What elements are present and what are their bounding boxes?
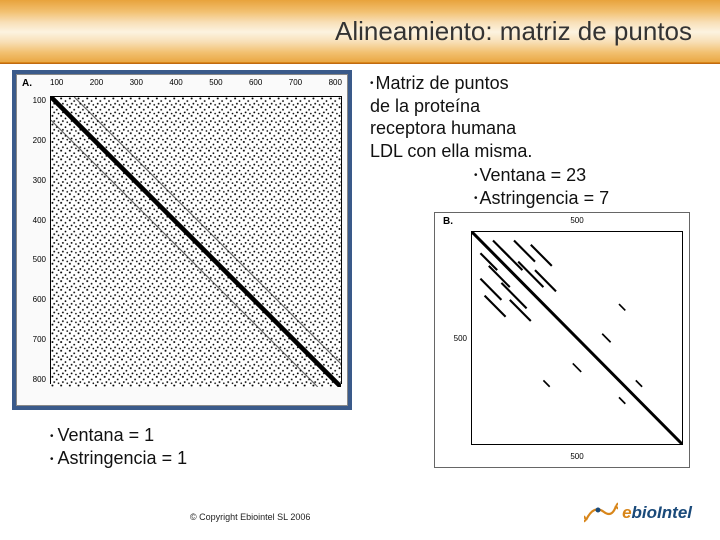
param-text: Astringencia = 1 (58, 448, 188, 468)
tick: 200 (33, 136, 46, 145)
tick: 500 (33, 255, 46, 264)
bullet-icon: • (370, 78, 374, 89)
plot-right-axis-top: 500 (471, 216, 683, 225)
tick: 500 (570, 216, 583, 225)
param-row: • Astringencia = 1 (50, 447, 187, 470)
header-band: Alineamiento: matriz de puntos (0, 0, 720, 64)
description-block: •Matriz de puntos de la proteína recepto… (370, 72, 700, 209)
desc-sub-row: •Astringencia = 7 (474, 187, 700, 210)
desc-sublist: •Ventana = 23 •Astringencia = 7 (474, 164, 700, 209)
tick: 700 (289, 78, 302, 87)
tick: 100 (33, 96, 46, 105)
desc-line: receptora humana (370, 117, 700, 140)
tick: 300 (130, 78, 143, 87)
tick: 600 (33, 295, 46, 304)
dotplot-left: A. 100 200 300 400 500 600 700 800 100 2… (12, 70, 352, 410)
logo-text: ebioIntel (622, 503, 692, 523)
logo-swoosh-icon (584, 500, 618, 526)
plot-right-axis-bottom: 500 (471, 452, 683, 461)
desc-sub-row: •Ventana = 23 (474, 164, 700, 187)
param-text: Ventana = 1 (58, 425, 155, 445)
dotplot-sparse-svg (472, 232, 682, 444)
plot-right-corner-label: B. (443, 216, 453, 227)
bullet-icon: • (474, 193, 478, 204)
bullet-icon: • (50, 454, 54, 465)
plot-left-axis-left: 100 200 300 400 500 600 700 800 (22, 96, 46, 384)
tick: 700 (33, 335, 46, 344)
tick: 500 (209, 78, 222, 87)
copyright-text: © Copyright Ebiointel SL 2006 (190, 512, 310, 522)
plot-left-corner-label: A. (22, 78, 32, 89)
dotplot-dense-svg (51, 97, 341, 387)
logo-prefix: e (622, 503, 631, 522)
tick: 100 (50, 78, 63, 87)
desc-line: •Matriz de puntos (370, 72, 700, 95)
plot-right-axis-left: 500 (441, 231, 467, 445)
tick: 500 (454, 334, 467, 343)
tick: 400 (169, 78, 182, 87)
desc-line: de la proteína (370, 95, 700, 118)
logo: ebioIntel (584, 500, 692, 526)
bullet-icon: • (474, 170, 478, 181)
bullet-icon: • (50, 431, 54, 442)
plot-left-axis-top: 100 200 300 400 500 600 700 800 (50, 78, 342, 87)
plot-left-canvas (50, 96, 342, 384)
desc-sub-text: Astringencia = 7 (480, 188, 610, 208)
logo-mid: bio (632, 503, 658, 522)
tick: 200 (90, 78, 103, 87)
param-row: • Ventana = 1 (50, 424, 187, 447)
slide-title: Alineamiento: matriz de puntos (335, 16, 692, 47)
logo-suffix: Intel (657, 503, 692, 522)
plot-right-canvas (471, 231, 683, 445)
desc-line: LDL con ella misma. (370, 140, 700, 163)
tick: 400 (33, 216, 46, 225)
tick: 300 (33, 176, 46, 185)
tick: 600 (249, 78, 262, 87)
slide-content: A. 100 200 300 400 500 600 700 800 100 2… (0, 64, 720, 540)
tick: 800 (33, 375, 46, 384)
tick: 800 (329, 78, 342, 87)
desc-sub-text: Ventana = 23 (480, 165, 587, 185)
dotplot-right: B. 500 500 500 (434, 212, 690, 468)
tick: 500 (570, 452, 583, 461)
desc-text: Matriz de puntos (376, 73, 509, 93)
left-params-block: • Ventana = 1 • Astringencia = 1 (50, 424, 187, 471)
